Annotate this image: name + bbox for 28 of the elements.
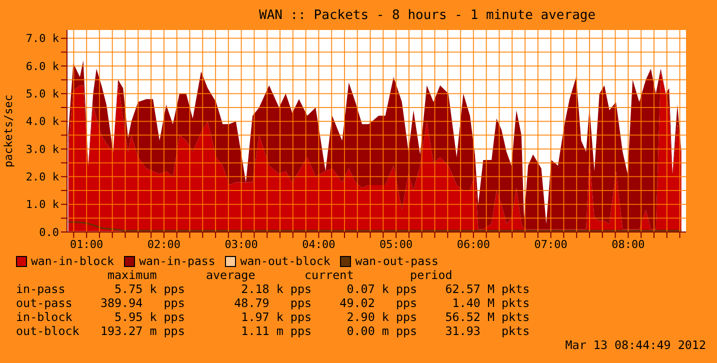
y-axis-title: packets/sec <box>2 94 15 168</box>
legend-label: wan-in-pass <box>139 254 216 268</box>
legend-label: wan-in-block <box>31 254 114 268</box>
y-tick-label: 2.0 k <box>26 170 60 184</box>
y-tick-label: 5.0 k <box>26 88 60 101</box>
y-tick-label: 4.0 k <box>26 115 60 128</box>
x-tick-label: 03:00 <box>224 238 258 251</box>
text: maximum average current period <box>106 268 454 282</box>
text: out-block 193.27 m pps 1.11 m pps 0.00 m pps 31.93 pkts <box>16 324 530 338</box>
text: in-block 5.95 k pps 1.97 k pps 2.90 k pps 56.52 M pkts <box>16 310 530 324</box>
y-tick-label: 7.0 k <box>26 32 60 46</box>
x-tick-label: 01:00 <box>70 238 104 251</box>
y-tick-label: 1.0 k <box>26 198 60 212</box>
x-tick-label: 02:00 <box>147 238 181 251</box>
x-tick-label: 04:00 <box>302 238 336 251</box>
text: Mar 13 08:44:49 2012 <box>565 338 706 352</box>
legend-label: wan-out-block <box>240 254 330 268</box>
x-tick-label: 07:00 <box>534 238 568 251</box>
y-tick-label: 0.0 <box>39 226 59 239</box>
text: in-pass 5.75 k pps 2.18 k pps 0.07 k pps 62.57 M pkts <box>16 282 530 296</box>
y-tick-label: 3.0 k <box>26 142 60 156</box>
text: out-pass 389.94 pps 48.79 pps 49.02 pps 1.40 M pkts <box>16 296 530 310</box>
x-tick-label: 06:00 <box>456 238 490 251</box>
y-tick-label: 6.0 k <box>26 60 60 73</box>
legend-label: wan-out-pass <box>355 254 438 268</box>
x-tick-label: 08:00 <box>612 238 645 251</box>
chart-title: WAN :: Packets - 8 hours - 1 minute average <box>259 8 596 23</box>
x-tick-label: 05:00 <box>380 238 413 251</box>
